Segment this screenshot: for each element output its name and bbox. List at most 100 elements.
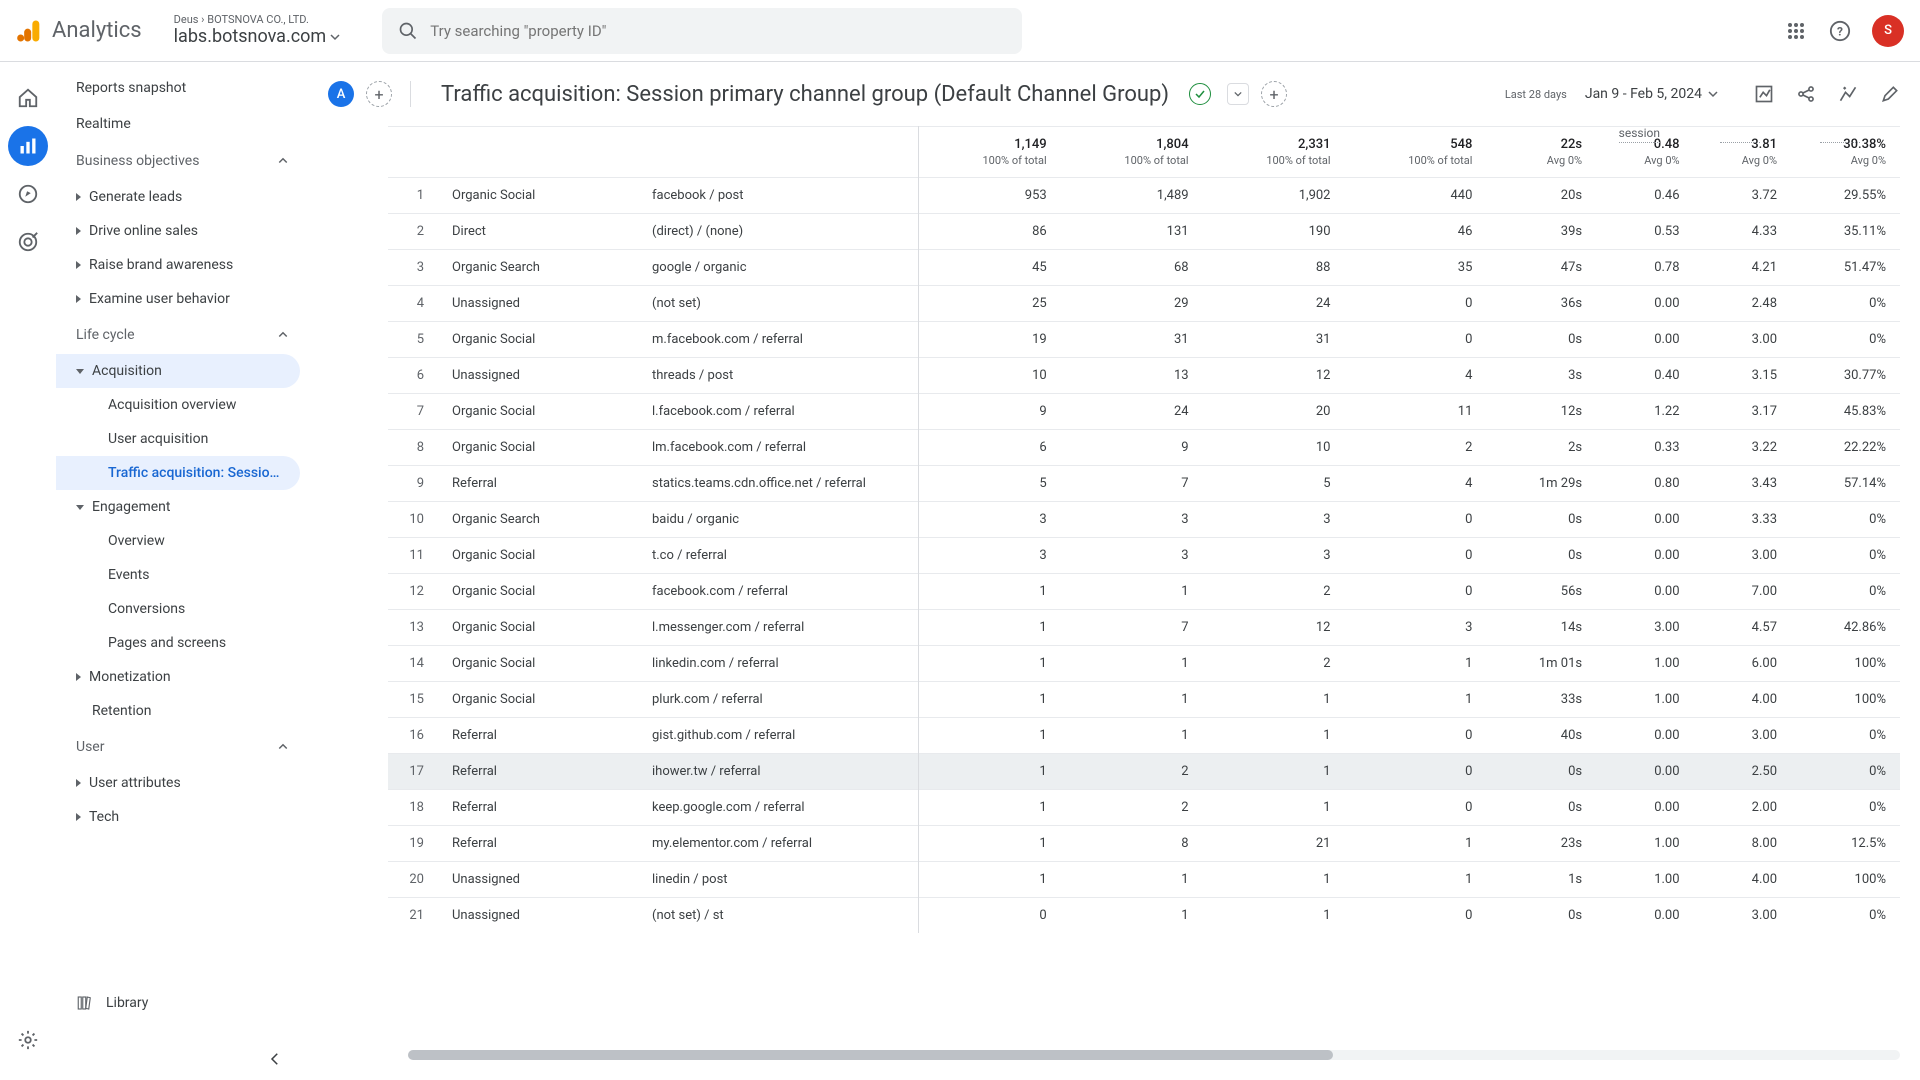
totals-cell: 1,804100% of total <box>1061 127 1203 178</box>
row-source: threads / post <box>638 358 918 394</box>
account-avatar[interactable]: S <box>1872 15 1904 47</box>
segment-badge[interactable]: A <box>328 81 354 107</box>
scrollbar-thumb[interactable] <box>408 1050 1333 1060</box>
row-metric: 0% <box>1791 502 1900 538</box>
row-metric: 3.00 <box>1694 718 1791 754</box>
sidebar-examine-user-behavior[interactable]: Examine user behavior <box>56 282 308 316</box>
row-index: 7 <box>388 394 438 430</box>
row-metric: 2 <box>1061 754 1203 790</box>
sidebar-traffic-acquisition[interactable]: Traffic acquisition: Session... <box>56 456 300 490</box>
rail-advertising-icon[interactable] <box>8 222 48 262</box>
insights-icon[interactable] <box>1838 84 1858 104</box>
sidebar-section-lifecycle[interactable]: Life cycle <box>56 316 308 354</box>
table-row[interactable]: 14Organic Sociallinkedin.com / referral1… <box>388 646 1900 682</box>
date-range-picker[interactable]: Jan 9 - Feb 5, 2024 <box>1585 86 1718 102</box>
sidebar-drive-online-sales[interactable]: Drive online sales <box>56 214 308 248</box>
row-metric: 8.00 <box>1694 826 1791 862</box>
sidebar-acquisition-overview[interactable]: Acquisition overview <box>56 388 308 422</box>
property-breadcrumb[interactable]: Deus › BOTSNOVA CO., LTD. labs.botsnova.… <box>174 13 341 48</box>
report-dropdown-button[interactable] <box>1227 83 1249 105</box>
table-row[interactable]: 6Unassignedthreads / post10131243s0.403.… <box>388 358 1900 394</box>
table-row[interactable]: 9Referralstatics.teams.cdn.office.net / … <box>388 466 1900 502</box>
sidebar-tech[interactable]: Tech <box>56 800 308 834</box>
row-metric: 2.50 <box>1694 754 1791 790</box>
sidebar-acquisition[interactable]: Acquisition <box>56 354 300 388</box>
column-header-truncated[interactable] <box>1820 126 1860 143</box>
table-row[interactable]: 4Unassigned(not set)252924036s0.002.480% <box>388 286 1900 322</box>
table-row[interactable]: 15Organic Socialplurk.com / referral1111… <box>388 682 1900 718</box>
row-index: 13 <box>388 610 438 646</box>
row-index: 11 <box>388 538 438 574</box>
table-row[interactable]: 2Direct(direct) / (none)861311904639s0.5… <box>388 214 1900 250</box>
help-icon[interactable]: ? <box>1828 19 1852 43</box>
row-metric: 42.86% <box>1791 610 1900 646</box>
row-metric: 100% <box>1791 862 1900 898</box>
horizontal-scrollbar[interactable] <box>408 1050 1900 1060</box>
rail-admin-icon[interactable] <box>8 1020 48 1060</box>
row-metric: 12s <box>1486 394 1596 430</box>
sidebar-section-user[interactable]: User <box>56 728 308 766</box>
row-channel: Organic Search <box>438 250 638 286</box>
sidebar-conversions[interactable]: Conversions <box>56 592 308 626</box>
table-row[interactable]: 20Unassignedlinedin / post11111s1.004.00… <box>388 862 1900 898</box>
sidebar-library[interactable]: Library <box>56 982 308 1024</box>
add-comparison-button[interactable]: + <box>366 81 392 107</box>
verified-icon[interactable] <box>1189 83 1211 105</box>
table-row[interactable]: 16Referralgist.github.com / referral1110… <box>388 718 1900 754</box>
row-metric: 1m 01s <box>1486 646 1596 682</box>
table-row[interactable]: 18Referralkeep.google.com / referral1210… <box>388 790 1900 826</box>
table-row[interactable]: 5Organic Socialm.facebook.com / referral… <box>388 322 1900 358</box>
row-metric: 9 <box>918 394 1061 430</box>
table-row[interactable]: 13Organic Sociall.messenger.com / referr… <box>388 610 1900 646</box>
add-filter-button[interactable]: + <box>1261 81 1287 107</box>
sidebar-pages-screens[interactable]: Pages and screens <box>56 626 308 660</box>
table-row[interactable]: 8Organic Sociallm.facebook.com / referra… <box>388 430 1900 466</box>
table-row[interactable]: 19Referralmy.elementor.com / referral182… <box>388 826 1900 862</box>
row-metric: 0.00 <box>1596 898 1693 934</box>
row-index: 3 <box>388 250 438 286</box>
collapse-sidebar-icon[interactable] <box>266 1050 284 1068</box>
search-input[interactable] <box>430 22 1006 40</box>
sidebar-generate-leads[interactable]: Generate leads <box>56 180 308 214</box>
table-row[interactable]: 3Organic Searchgoogle / organic456888354… <box>388 250 1900 286</box>
table-row[interactable]: 12Organic Socialfacebook.com / referral1… <box>388 574 1900 610</box>
table-row[interactable]: 11Organic Socialt.co / referral33300s0.0… <box>388 538 1900 574</box>
row-metric: 5 <box>1203 466 1345 502</box>
rail-explore-icon[interactable] <box>8 174 48 214</box>
row-metric: 25 <box>918 286 1061 322</box>
table-row[interactable]: 21Unassigned(not set) / st01100s0.003.00… <box>388 898 1900 934</box>
sidebar-user-attributes[interactable]: User attributes <box>56 766 308 800</box>
sidebar-retention[interactable]: Retention <box>56 694 308 728</box>
sidebar-monetization[interactable]: Monetization <box>56 660 308 694</box>
row-metric: 1 <box>918 790 1061 826</box>
sidebar-section-business[interactable]: Business objectives <box>56 142 308 180</box>
library-icon <box>76 994 94 1012</box>
row-metric: 24 <box>1061 394 1203 430</box>
table-row[interactable]: 10Organic Searchbaidu / organic33300s0.0… <box>388 502 1900 538</box>
customize-report-icon[interactable] <box>1754 84 1774 104</box>
rail-reports-icon[interactable] <box>8 126 48 166</box>
sidebar-events[interactable]: Events <box>56 558 308 592</box>
sidebar-engagement-overview[interactable]: Overview <box>56 524 308 558</box>
sidebar-raise-brand-awareness[interactable]: Raise brand awareness <box>56 248 308 282</box>
sidebar-realtime[interactable]: Realtime <box>56 106 308 142</box>
edit-icon[interactable] <box>1880 84 1900 104</box>
row-metric: 4.00 <box>1694 862 1791 898</box>
row-metric: 0% <box>1791 286 1900 322</box>
column-header-session[interactable]: session <box>1619 126 1660 143</box>
sidebar-user-acquisition[interactable]: User acquisition <box>56 422 308 456</box>
row-channel: Organic Search <box>438 502 638 538</box>
row-channel: Organic Social <box>438 394 638 430</box>
share-icon[interactable] <box>1796 84 1816 104</box>
column-header-truncated[interactable] <box>1720 126 1760 143</box>
rail-home-icon[interactable] <box>8 78 48 118</box>
table-row[interactable]: 7Organic Sociall.facebook.com / referral… <box>388 394 1900 430</box>
table-row[interactable]: 17Referralihower.tw / referral12100s0.00… <box>388 754 1900 790</box>
sidebar-reports-snapshot[interactable]: Reports snapshot <box>56 70 308 106</box>
sidebar-engagement[interactable]: Engagement <box>56 490 308 524</box>
row-metric: 3s <box>1486 358 1596 394</box>
apps-icon[interactable] <box>1784 19 1808 43</box>
search-bar[interactable] <box>382 8 1022 54</box>
table-row[interactable]: 1Organic Socialfacebook / post9531,4891,… <box>388 178 1900 214</box>
row-metric: 0% <box>1791 790 1900 826</box>
